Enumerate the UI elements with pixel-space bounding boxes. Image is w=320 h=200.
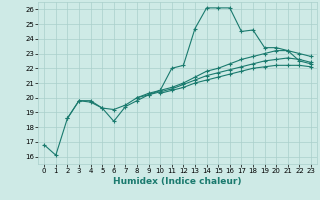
- X-axis label: Humidex (Indice chaleur): Humidex (Indice chaleur): [113, 177, 242, 186]
